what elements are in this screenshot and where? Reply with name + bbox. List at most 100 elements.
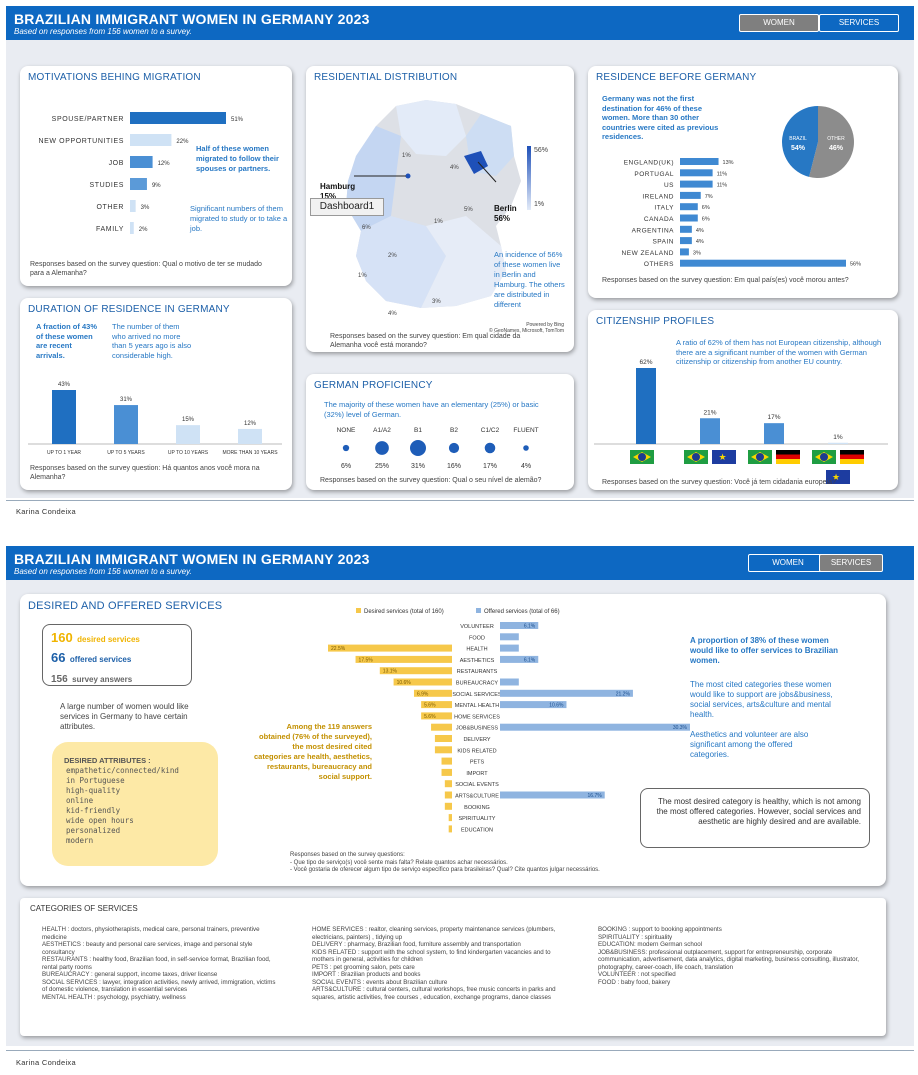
germany-flag-icon [840,450,865,464]
attributes-box: DESIRED ATTRIBUTES : empathetic/connecte… [52,742,218,866]
country-bar [680,203,698,211]
map-berlin-line [477,161,497,183]
page-subtitle: Based on responses from 156 women to a s… [14,567,192,576]
proficiency-level: B2 [450,427,458,434]
proficiency-value: 31% [411,463,425,470]
categories-col-2: HOME SERVICES : realtor, cleaning servic… [312,926,572,1001]
category-item: JOB&BUSINESS: professional outplacement,… [598,948,860,971]
duration-value: 43% [58,382,71,388]
map-hamburg-label: Hamburg 15% [320,182,356,201]
motivation-value: 3% [141,205,150,211]
duration-value: 31% [120,397,133,403]
service-category: RESTAURANTS [457,669,498,675]
services-note-box: The most desired category is healthy, wh… [640,788,870,848]
service-category: ARTS&CULTURE [455,794,499,800]
proficiency-note: The majority of these women have an elem… [324,400,539,419]
flag-group-brazil-germany [748,450,801,468]
residence-before-title: RESIDENCE BEFORE GERMANY [596,72,757,83]
dashboard-area: DESIRED AND OFFERED SERVICES 160 desired… [6,580,914,1046]
proficiency-bubble [410,440,426,456]
attribute-item: in Portuguese [66,776,125,785]
categories-card: CATEGORIES OF SERVICES HEALTH : doctors,… [20,898,886,1036]
nav-women-button[interactable]: WOMEN [748,554,828,572]
proficiency-value: 25% [375,463,389,470]
residential-title: RESIDENTIAL DISTRIBUTION [314,72,458,83]
motivation-bar [130,112,226,124]
map-label: 1% [358,273,367,279]
country-bar [680,180,713,188]
attribute-item: empathetic/connected/kind [66,766,179,775]
desired-bar [441,768,452,776]
category-item: SOCIAL SERVICES : lawyer, integration ac… [42,978,276,994]
duration-label: UP TO 1 YEAR [47,450,81,456]
nav-women-button[interactable]: WOMEN [739,14,819,32]
service-category: PETS [470,760,485,766]
citizenship-note: A ratio of 62% of them has not European … [676,338,882,366]
category-item: VOLUNTEER : not specified [598,971,676,978]
motivation-label: JOB [109,160,124,167]
footer-divider [6,1050,914,1051]
citizenship-chart: 62% 21% 17% 1% [594,359,888,445]
dashboard-area: MOTIVATIONS BEHING MIGRATION SPOUSE/PART… [6,40,914,498]
desired-value: 10.6% [397,680,412,686]
desired-bar [421,712,452,720]
page-title: BRAZILIAN IMMIGRANT WOMEN IN GERMANY 202… [14,11,370,27]
citizenship-value: 1% [833,434,843,441]
proficiency-bubble [523,445,529,451]
offered-value: 6.1% [524,657,536,663]
proficiency-level: A1/A2 [373,427,391,434]
services-chart: Desired services (total of 160) Offered s… [328,608,690,833]
nav-services-button[interactable]: SERVICES [819,14,899,32]
services-title: DESIRED AND OFFERED SERVICES [28,600,223,612]
motivation-label: SPOUSE/PARTNER [52,116,124,123]
country-value: 11% [717,183,728,189]
map-southeast [421,216,506,308]
nav-services-button[interactable]: SERVICES [819,554,883,572]
duration-title: DURATION OF RESIDENCE IN GERMANY [28,304,230,315]
map-label: 1% [434,219,443,225]
category-item: KIDS RELATED : support with the school s… [312,948,551,964]
service-category: KIDS RELATED [457,748,496,754]
country-label: OTHERS [644,261,674,268]
service-category: HOME SERVICES [454,714,500,720]
footer-author: Karina Condeixa [16,507,76,516]
attribute-item: online [66,796,94,805]
map-legend-bar [527,146,531,210]
map-label: 3% [432,299,441,305]
duration-value: 15% [182,417,195,423]
motivations-note-2: Significant numbers of them migrated to … [190,204,288,233]
proficiency-bubble [342,444,350,452]
brazil-flag-icon [812,450,836,464]
duration-source: Responses based on the survey question: … [30,465,260,481]
desired-value: 22.5% [331,646,346,652]
proficiency-level: NONE [337,427,356,434]
country-label: NEW ZEALAND [622,250,674,257]
motivation-label: STUDIES [89,182,124,189]
citizenship-bar [828,442,848,444]
offered-bar [500,701,567,709]
duration-chart: 43% UP TO 1 YEAR 31% UP TO 5 YEARS 15% UP TO … [28,382,282,456]
offered-bar [500,622,539,629]
residence-before-chart: ENGLAND(UK) 13% PORTUGAL 11% US 11% IRELAND 7% I… [622,158,861,268]
motivation-value: 2% [139,227,148,233]
brazil-flag-icon [748,450,772,464]
country-bar [680,248,689,256]
proficiency-value: 17% [483,463,497,470]
proficiency-level: B1 [414,427,422,434]
legend-offered-swatch [476,608,481,613]
desired-bar [441,757,452,765]
dashboard-tooltip[interactable]: Dashboard1 [310,198,384,216]
proficiency-value: 6% [341,463,351,470]
country-label: CANADA [644,216,674,223]
eu-flag-icon [712,450,737,464]
page-title: BRAZILIAN IMMIGRANT WOMEN IN GERMANY 202… [14,551,370,567]
map-label: 1% [402,153,411,159]
pie-label: OTHER [827,136,845,142]
duration-bar [52,390,76,444]
motivations-chart: SPOUSE/PARTNER 51% NEW OPPORTUNITIES 22% JOB… [38,112,244,234]
category-item: PETS : pet grooming salon, pets care [312,963,415,971]
brazil-flag-icon [630,450,654,464]
residence-before-source: Responses based on the survey question: … [602,277,849,284]
categories-title: CATEGORIES OF SERVICES [30,904,138,913]
duration-label: MORE THAN 10 YEARS [222,450,278,456]
